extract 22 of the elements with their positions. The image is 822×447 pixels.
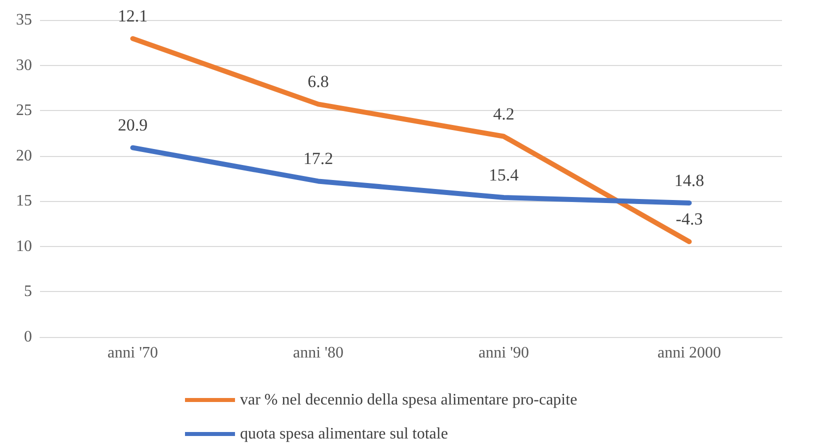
y-tick-label: 5 bbox=[24, 283, 32, 300]
data-label: -4.3 bbox=[676, 210, 703, 229]
data-label: 14.8 bbox=[674, 170, 704, 190]
y-tick-label: 35 bbox=[16, 12, 32, 28]
y-tick-label: 20 bbox=[16, 147, 32, 164]
y-tick-label: 30 bbox=[16, 56, 32, 74]
x-tick-label: anni '80 bbox=[293, 344, 344, 362]
x-tick-label: anni 2000 bbox=[657, 344, 722, 362]
data-label: 15.4 bbox=[488, 166, 520, 185]
data-label: 20.9 bbox=[118, 116, 148, 135]
x-tick-label: anni '70 bbox=[108, 344, 158, 362]
x-tick-label: anni '90 bbox=[478, 344, 529, 362]
data-label: 12.1 bbox=[118, 6, 148, 26]
data-label: 17.2 bbox=[303, 149, 334, 168]
y-tick-label: 25 bbox=[16, 102, 32, 120]
y-tick-label: 0 bbox=[24, 328, 32, 346]
y-tick-label: 10 bbox=[16, 238, 32, 255]
legend-label: var % nel decennio della spesa alimentare pro-capite bbox=[240, 392, 578, 408]
data-label: 6.8 bbox=[308, 72, 329, 92]
data-label: 4.2 bbox=[493, 104, 514, 124]
y-tick-label: 15 bbox=[16, 192, 32, 210]
legend-label: quota spesa alimentare sul totale bbox=[240, 426, 448, 442]
